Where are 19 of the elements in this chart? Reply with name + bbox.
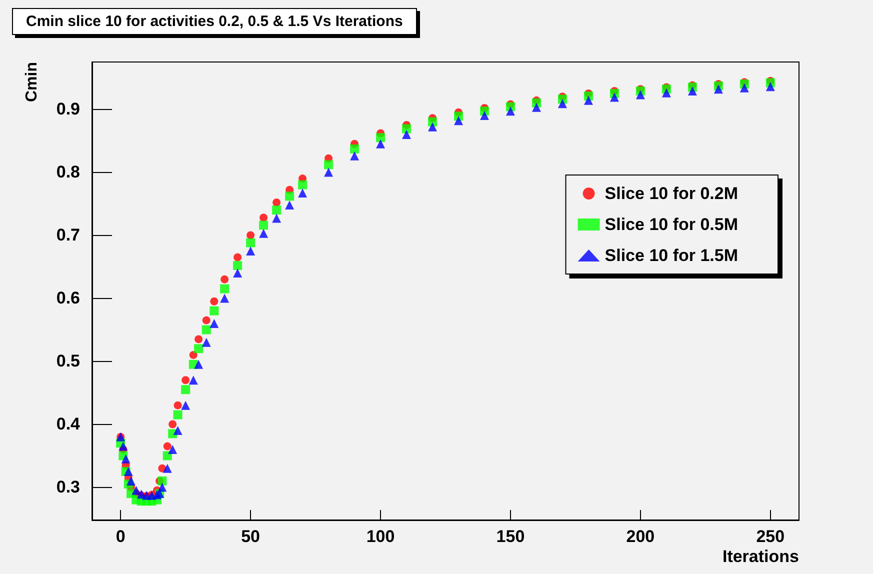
y-tick-label: 0.3 bbox=[56, 478, 80, 497]
y-axis-title: Cmin bbox=[24, 62, 40, 102]
legend-label: Slice 10 for 0.2M bbox=[604, 184, 738, 203]
x-tick-label: 50 bbox=[241, 527, 260, 546]
x-tick-label: 200 bbox=[626, 527, 655, 546]
chart-title: Cmin slice 10 for activities 0.2, 0.5 & 1.5 Vs Iterations bbox=[26, 13, 403, 30]
x-tick-label: 150 bbox=[496, 527, 525, 546]
y-tick-label: 0.8 bbox=[56, 162, 80, 182]
x-tick-label: 250 bbox=[756, 527, 785, 546]
y-tick-label: 0.4 bbox=[56, 414, 81, 434]
y-tick-label: 0.5 bbox=[56, 352, 80, 371]
x-tick-label: 100 bbox=[366, 527, 395, 546]
x-axis-title: Iterations bbox=[722, 547, 799, 566]
legend-label: Slice 10 for 0.5M bbox=[604, 215, 738, 234]
y-tick-label: 0.6 bbox=[56, 288, 80, 308]
legend-label: Slice 10 for 1.5M bbox=[604, 246, 738, 265]
y-tick-label: 0.7 bbox=[56, 226, 80, 245]
y-tick-label: 0.9 bbox=[56, 100, 80, 119]
x-tick-label: 0 bbox=[116, 527, 126, 546]
